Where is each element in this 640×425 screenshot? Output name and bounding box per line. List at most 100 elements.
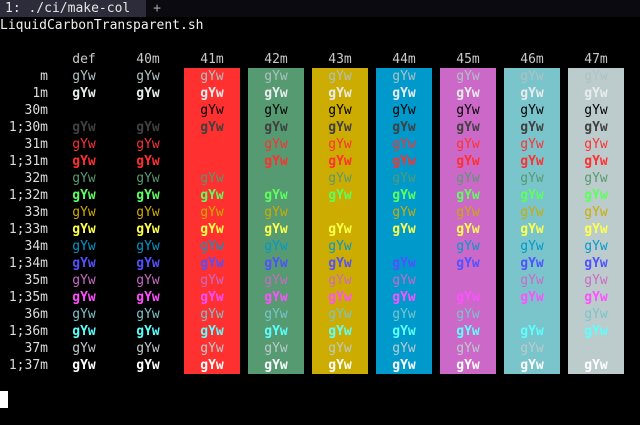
sample-cell: gYw	[72, 103, 96, 118]
sample-cell: gYw	[200, 171, 224, 186]
sample-cell: gYw	[136, 239, 160, 254]
sample-cell: gYw	[328, 324, 352, 339]
sample-cell: gYw	[72, 137, 96, 152]
sample-cell: gYw	[72, 222, 96, 237]
sample-cell: gYw	[136, 273, 160, 288]
sample-cell: gYw	[264, 103, 288, 118]
sample-cell: gYw	[200, 120, 224, 135]
sample-cell: gYw	[520, 137, 544, 152]
sample-cell: gYw	[456, 154, 480, 169]
new-tab-button[interactable]: +	[153, 1, 161, 16]
bg-block-45m	[440, 68, 496, 374]
row-label: 1;36m	[8, 324, 48, 339]
sample-cell: gYw	[392, 273, 416, 288]
sample-cell: gYw	[136, 154, 160, 169]
sample-cell: gYw	[264, 137, 288, 152]
sample-cell: gYw	[392, 341, 416, 356]
sample-cell: gYw	[456, 239, 480, 254]
sample-cell: gYw	[264, 120, 288, 135]
sample-cell: gYw	[200, 222, 224, 237]
sample-cell: gYw	[584, 290, 608, 305]
sample-cell: gYw	[392, 137, 416, 152]
sample-cell: gYw	[456, 307, 480, 322]
sample-cell: gYw	[200, 324, 224, 339]
sample-cell: gYw	[136, 188, 160, 203]
row-label: 1;32m	[8, 188, 48, 203]
sample-cell: gYw	[456, 273, 480, 288]
sample-cell: gYw	[520, 290, 544, 305]
column-header-46m: 46m	[520, 52, 544, 67]
sample-cell: gYw	[456, 290, 480, 305]
sample-cell: gYw	[456, 69, 480, 84]
sample-cell: gYw	[520, 222, 544, 237]
sample-cell: gYw	[136, 290, 160, 305]
sample-cell: gYw	[200, 307, 224, 322]
sample-cell: gYw	[72, 120, 96, 135]
sample-cell: gYw	[136, 341, 160, 356]
sample-cell: gYw	[520, 273, 544, 288]
sample-cell: gYw	[520, 324, 544, 339]
sample-cell: gYw	[136, 324, 160, 339]
sample-cell: gYw	[200, 290, 224, 305]
bg-block-46m	[504, 68, 560, 374]
sample-cell: gYw	[392, 239, 416, 254]
sample-cell: gYw	[456, 341, 480, 356]
sample-cell: gYw	[456, 324, 480, 339]
column-header-41m: 41m	[200, 52, 224, 67]
sample-cell: gYw	[136, 205, 160, 220]
sample-cell: gYw	[328, 205, 352, 220]
sample-cell: gYw	[456, 358, 480, 373]
sample-cell: gYw	[72, 256, 96, 271]
row-label: 32m	[24, 171, 48, 186]
sample-cell: gYw	[264, 188, 288, 203]
sample-cell: gYw	[264, 205, 288, 220]
terminal-cursor	[0, 391, 8, 408]
sample-cell: gYw	[584, 69, 608, 84]
column-header-42m: 42m	[264, 52, 288, 67]
sample-cell: gYw	[264, 290, 288, 305]
sample-cell: gYw	[136, 222, 160, 237]
sample-cell: gYw	[584, 103, 608, 118]
sample-cell: gYw	[72, 324, 96, 339]
sample-cell: gYw	[392, 86, 416, 101]
sample-cell: gYw	[72, 239, 96, 254]
sample-cell: gYw	[584, 120, 608, 135]
sample-cell: gYw	[136, 171, 160, 186]
sample-cell: gYw	[264, 86, 288, 101]
sample-cell: gYw	[328, 86, 352, 101]
row-label: 36m	[24, 307, 48, 322]
sample-cell: gYw	[264, 239, 288, 254]
sample-cell: gYw	[328, 171, 352, 186]
sample-cell: gYw	[328, 69, 352, 84]
sample-cell: gYw	[584, 324, 608, 339]
sample-cell: gYw	[392, 171, 416, 186]
row-label: 1;35m	[8, 290, 48, 305]
sample-cell: gYw	[200, 137, 224, 152]
sample-cell: gYw	[136, 69, 160, 84]
sample-cell: gYw	[520, 86, 544, 101]
sample-cell: gYw	[328, 188, 352, 203]
sample-cell: gYw	[584, 273, 608, 288]
sample-cell: gYw	[328, 273, 352, 288]
column-header-43m: 43m	[328, 52, 352, 67]
sample-cell: gYw	[72, 273, 96, 288]
sample-cell: gYw	[200, 341, 224, 356]
sample-cell: gYw	[200, 86, 224, 101]
sample-cell: gYw	[584, 86, 608, 101]
sample-cell: gYw	[520, 120, 544, 135]
sample-cell: gYw	[264, 154, 288, 169]
sample-cell: gYw	[328, 341, 352, 356]
sample-cell: gYw	[456, 188, 480, 203]
sample-cell: gYw	[72, 171, 96, 186]
sample-cell: gYw	[200, 205, 224, 220]
row-label: 1m	[32, 86, 48, 101]
sample-cell: gYw	[456, 137, 480, 152]
sample-cell: gYw	[584, 341, 608, 356]
sample-cell: gYw	[328, 103, 352, 118]
tab-active[interactable]: 1: ./ci/make-col	[0, 0, 146, 17]
sample-cell: gYw	[136, 137, 160, 152]
sample-cell: gYw	[72, 69, 96, 84]
sample-cell: gYw	[392, 222, 416, 237]
sample-cell: gYw	[456, 86, 480, 101]
sample-cell: gYw	[520, 154, 544, 169]
